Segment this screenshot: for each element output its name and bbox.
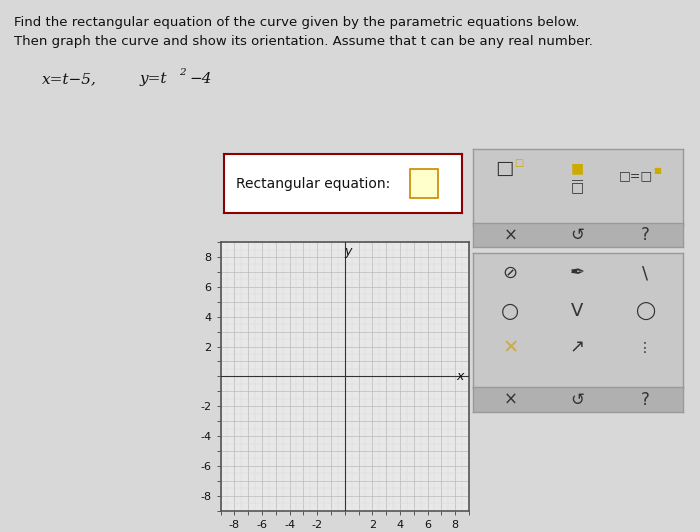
- Text: ↺: ↺: [570, 390, 584, 409]
- Text: ⋮: ⋮: [638, 340, 652, 355]
- FancyBboxPatch shape: [410, 169, 438, 198]
- Text: y=t: y=t: [140, 72, 167, 86]
- Text: 2: 2: [179, 68, 186, 77]
- Text: x=t−5,: x=t−5,: [42, 72, 97, 86]
- Text: \: \: [642, 264, 648, 282]
- Text: −4: −4: [189, 72, 211, 86]
- Text: Then graph the curve and show its orientation. Assume that t can be any real num: Then graph the curve and show its orient…: [14, 35, 593, 47]
- Text: ■: ■: [571, 161, 584, 175]
- Text: y: y: [345, 245, 352, 257]
- Text: ■: ■: [653, 166, 662, 175]
- Text: V: V: [571, 302, 584, 320]
- Text: ↗: ↗: [570, 339, 585, 356]
- Text: ⊘: ⊘: [503, 264, 518, 282]
- Text: ―: ―: [572, 175, 583, 185]
- Text: ✕: ✕: [502, 338, 519, 357]
- Text: ×: ×: [503, 227, 517, 244]
- Text: ?: ?: [640, 227, 649, 244]
- Text: □: □: [495, 159, 513, 178]
- Text: Find the rectangular equation of the curve given by the parametric equations bel: Find the rectangular equation of the cur…: [14, 16, 580, 29]
- Text: ○: ○: [501, 301, 519, 321]
- Text: □: □: [571, 180, 584, 195]
- Text: Rectangular equation:: Rectangular equation:: [236, 177, 395, 190]
- Text: □=□: □=□: [620, 170, 653, 182]
- Text: ✒: ✒: [570, 264, 585, 282]
- Text: ?: ?: [640, 390, 649, 409]
- Text: x: x: [456, 370, 464, 383]
- Text: ◯: ◯: [635, 302, 654, 320]
- Text: ×: ×: [503, 390, 517, 409]
- Text: ↺: ↺: [570, 227, 584, 244]
- Text: □: □: [514, 158, 524, 168]
